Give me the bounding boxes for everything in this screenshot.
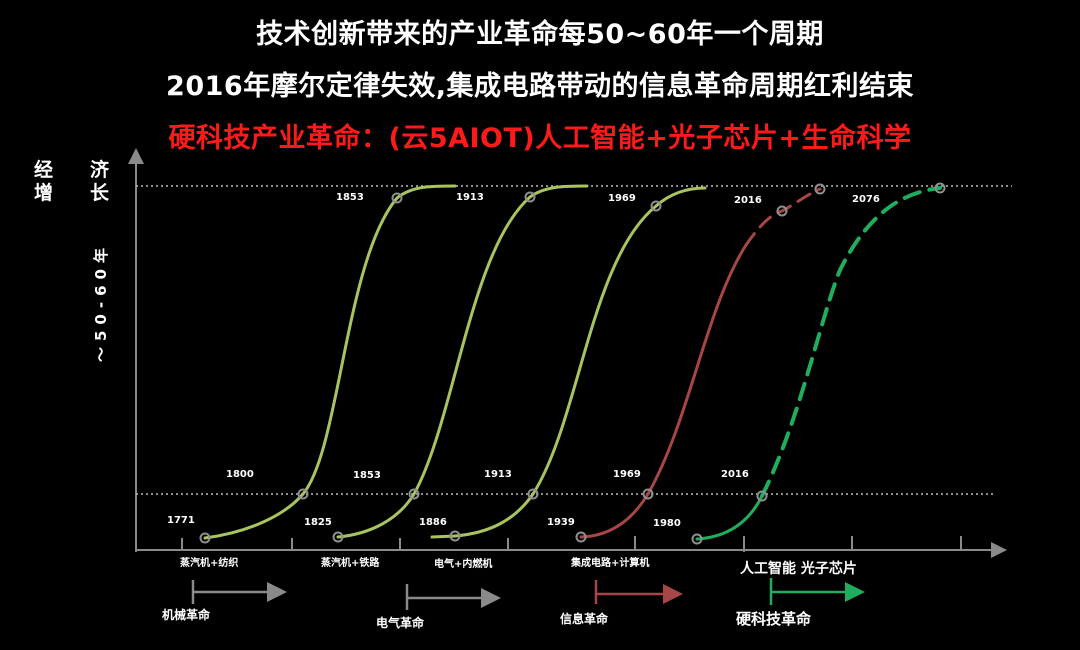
y-label-1: 经	[34, 158, 53, 181]
y-label-3: 济	[90, 158, 110, 181]
year-label: 1913	[456, 192, 484, 203]
period-label: ～50-60年	[92, 242, 110, 362]
wave-curve-1	[203, 184, 457, 540]
tech-label: 人工智能 光子芯片	[740, 560, 857, 577]
year-label: 1853	[353, 470, 381, 481]
tech-label: 电气+内燃机	[434, 557, 492, 570]
wave-curve-4-dashed	[744, 187, 822, 247]
year-label: 1969	[613, 469, 641, 480]
wave-curve-3	[430, 186, 707, 539]
year-label: 1980	[653, 518, 681, 529]
tech-label: 集成电路+计算机	[570, 556, 649, 569]
wave-curve-4-solid	[579, 243, 748, 539]
year-label: 1853	[336, 192, 364, 203]
year-label: 1825	[304, 517, 332, 528]
year-label: 1800	[226, 469, 254, 480]
y-label-4: 长	[90, 182, 110, 204]
revolution-label: 信息革命	[560, 611, 609, 626]
tech-label: 蒸汽机+纺织	[180, 556, 238, 569]
point-markers	[199, 182, 946, 545]
year-label: 2076	[852, 194, 880, 205]
wave-curve-5-dashed	[760, 186, 942, 498]
wave-curve-5-solid	[695, 494, 764, 541]
year-label: 2016	[721, 469, 749, 480]
x-ticks	[181, 536, 962, 552]
year-label: 1939	[547, 517, 575, 528]
year-label: 2016	[734, 195, 762, 206]
year-label: 1771	[167, 515, 195, 526]
revolution-label: 机械革命	[162, 607, 211, 622]
year-label: 1886	[419, 517, 447, 528]
tech-label: 蒸汽机+铁路	[321, 556, 380, 569]
title-line-2: 2016年摩尔定律失效,集成电路带动的信息革命周期红利结束	[166, 71, 914, 102]
y-label-2: 增	[34, 181, 53, 204]
year-label: 1969	[608, 193, 636, 204]
revolution-label: 电气革命	[376, 615, 425, 630]
title-line-3: 硬科技产业革命：(云5AIOT)人工智能+光子芯片+生命科学	[168, 123, 912, 154]
wave-curve-2	[336, 184, 589, 539]
revolution-label: 硬科技革命	[736, 610, 812, 628]
title-line-1: 技术创新带来的产业革命每50~60年一个周期	[256, 19, 824, 50]
year-label: 1913	[484, 469, 512, 480]
